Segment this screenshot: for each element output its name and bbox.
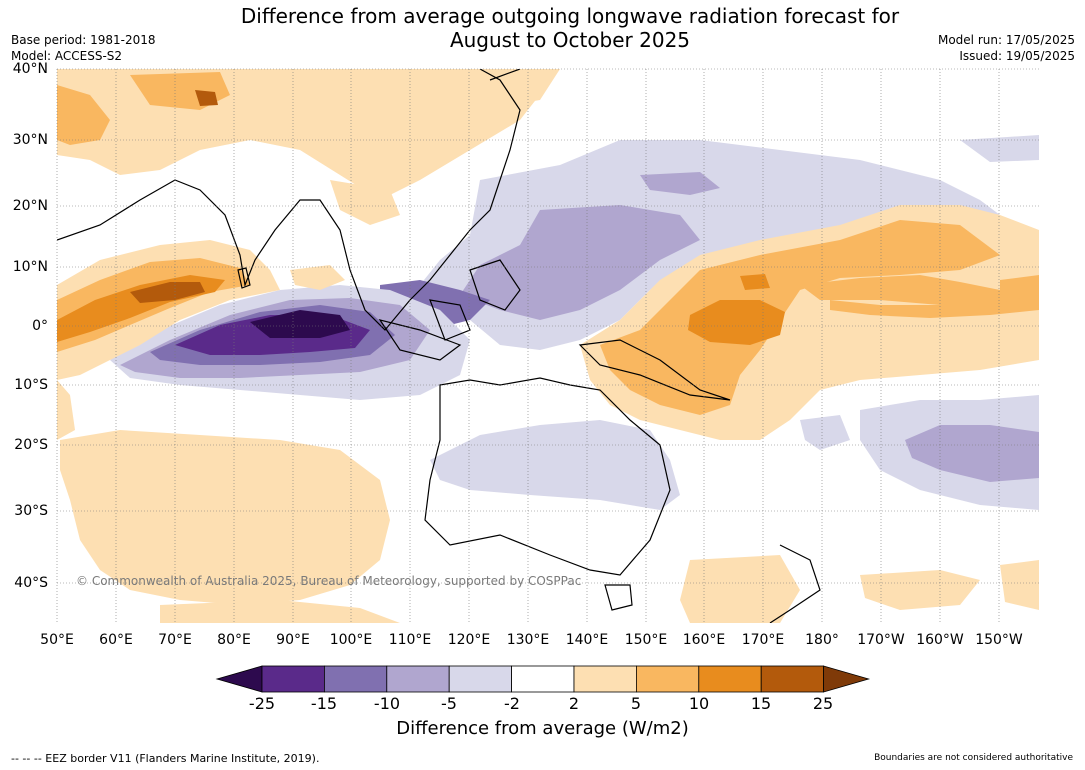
lon-label: 80°E	[217, 632, 251, 648]
colorbar-bin	[261, 665, 325, 693]
anomaly-field	[57, 69, 1039, 623]
lon-label: 90°E	[276, 632, 310, 648]
lon-label: 150°E	[624, 632, 668, 648]
australia-purple	[430, 420, 680, 510]
lon-label: 50°E	[40, 632, 74, 648]
colorbar-bin	[698, 665, 762, 693]
title-line-2: August to October 2025	[449, 28, 691, 52]
issued-date: Issued: 19/05/2025	[959, 49, 1075, 63]
lon-label: 180°	[805, 632, 839, 648]
colorbar-tick: 10	[688, 694, 710, 713]
colorbar-bin	[448, 665, 513, 693]
boundaries-disclaimer: Boundaries are not considered authoritat…	[874, 753, 1073, 763]
colorbar-label: Difference from average (W/m2)	[396, 718, 689, 739]
lat-label-10s: 10°S	[14, 377, 48, 393]
lat-label-30s: 30°S	[14, 503, 48, 519]
colorbar-bin	[760, 665, 825, 693]
coastlines	[57, 69, 821, 623]
colorbar-bin	[636, 665, 700, 693]
colorbar-tick: -10	[373, 694, 401, 713]
colorbar-min-extend	[215, 665, 263, 693]
lat-label-0: 0°	[32, 318, 48, 334]
south-indian-orange	[60, 430, 390, 605]
lon-label: 120°E	[447, 632, 491, 648]
colorbar-tick: 15	[750, 694, 772, 713]
lon-label: 110°E	[388, 632, 432, 648]
lon-label: 130°E	[506, 632, 550, 648]
lat-label-30n: 30°N	[12, 132, 48, 148]
lon-label: 150°W	[975, 632, 1023, 648]
colorbar-bin	[511, 665, 575, 693]
model-run: Model run: 17/05/2025	[937, 33, 1075, 47]
colorbar	[215, 665, 871, 693]
base-period: Base period: 1981-2018	[11, 33, 156, 47]
lon-label: 70°E	[158, 632, 192, 648]
colorbar-tick: -2	[504, 694, 520, 713]
map-title: Difference from average outgoing longwav…	[0, 4, 1085, 52]
colorbar-bin	[323, 665, 388, 693]
colorbar-bin	[386, 665, 450, 693]
eez-legend: -- -- -- EEZ border V11 (Flanders Marine…	[11, 752, 320, 765]
lon-label: 100°E	[329, 632, 373, 648]
lat-label-10n: 10°N	[12, 259, 48, 275]
lat-label-20s: 20°S	[14, 437, 48, 453]
lon-label: 170°W	[857, 632, 905, 648]
colorbar-tick: 5	[630, 694, 642, 713]
lon-label: 160°E	[682, 632, 726, 648]
lat-label-40s: 40°S	[14, 575, 48, 591]
lat-label-20n: 20°N	[12, 198, 48, 214]
colorbar-tick: -15	[310, 694, 338, 713]
run-info: Model run: 17/05/2025 Issued: 19/05/2025	[938, 32, 1075, 64]
graticule	[56, 68, 1039, 623]
lon-label: 170°E	[741, 632, 785, 648]
colorbar-tick: -25	[248, 694, 276, 713]
lat-label-40n: 40°N	[12, 61, 48, 77]
colorbar-max-extend	[823, 665, 871, 693]
base-info: Base period: 1981-2018 Model: ACCESS-S2	[11, 32, 156, 64]
colorbar-bin	[573, 665, 637, 693]
colorbar-tick: 2	[568, 694, 580, 713]
copyright-notice: © Commonwealth of Australia 2025, Bureau…	[76, 574, 582, 588]
model-name: Model: ACCESS-S2	[11, 49, 123, 63]
lon-label: 60°E	[99, 632, 133, 648]
lon-label: 140°E	[565, 632, 609, 648]
colorbar-tick: -5	[441, 694, 457, 713]
colorbar-tick: 25	[812, 694, 834, 713]
lon-label: 160°W	[916, 632, 964, 648]
title-line-1: Difference from average outgoing longwav…	[240, 4, 900, 28]
